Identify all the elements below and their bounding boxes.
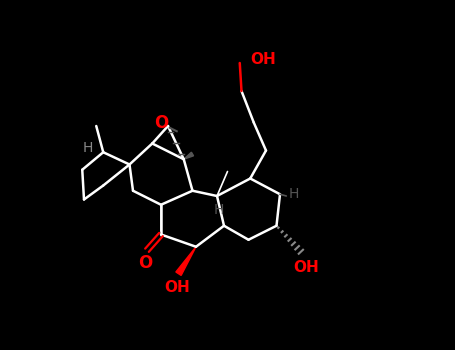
Text: O: O (155, 114, 169, 132)
Text: O: O (138, 253, 152, 272)
Text: H: H (289, 187, 299, 201)
Polygon shape (176, 247, 196, 275)
Text: OH: OH (293, 260, 319, 274)
Text: OH: OH (164, 280, 190, 294)
Polygon shape (184, 152, 193, 159)
Text: H: H (213, 203, 224, 217)
Text: H: H (82, 141, 93, 155)
Text: OH: OH (250, 52, 276, 67)
